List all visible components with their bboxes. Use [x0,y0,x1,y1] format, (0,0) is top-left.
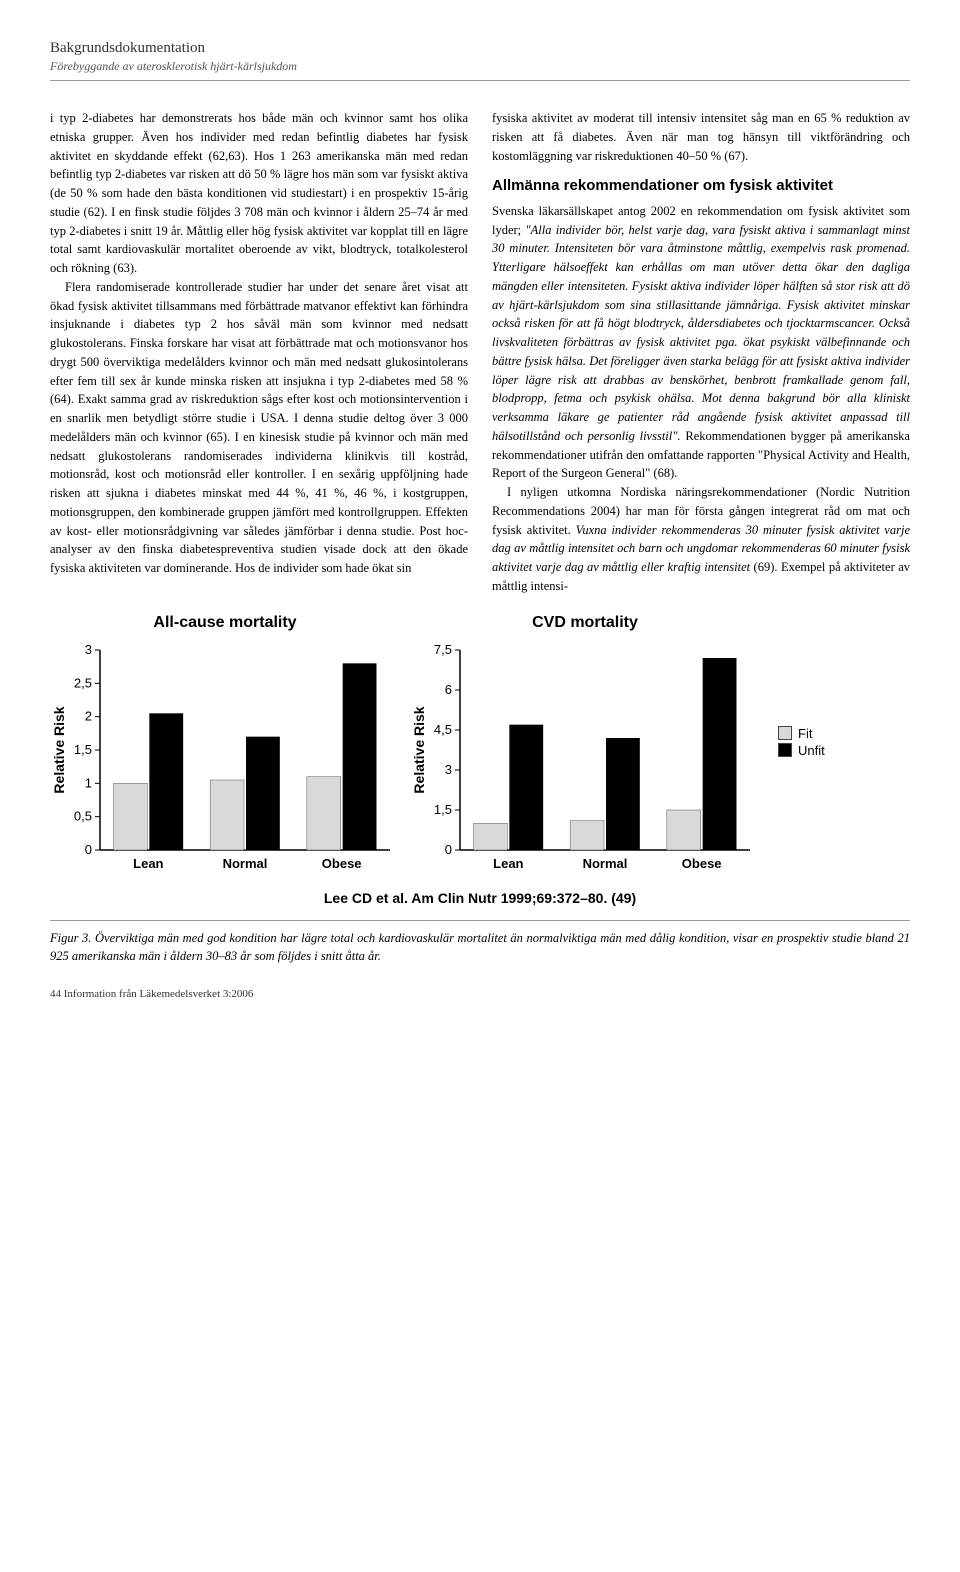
svg-text:Lean: Lean [133,856,163,871]
all-cause-mortality-chart: 0 0,5 1 1,5 2 2,5 3 Relative Risk Lean Normal Obes… [50,640,400,880]
chart-title-left: All-cause mortality [153,614,296,632]
page-footer: 44 Information från Läkemedelsverket 3:2… [50,988,910,1000]
svg-text:Normal: Normal [223,856,268,871]
svg-text:3: 3 [445,762,452,777]
all-cause-chart-block: All-cause mortality 0 0,5 1 1,5 2 2,5 3 Relativ… [50,614,400,880]
right-column: fysiska aktivitet av moderat till intens… [492,109,910,596]
chart-legend: Fit Unfit [778,724,825,760]
svg-text:2,5: 2,5 [74,675,92,690]
svg-text:0,5: 0,5 [74,808,92,823]
charts-container: All-cause mortality 0 0,5 1 1,5 2 2,5 3 Relativ… [50,614,910,880]
svg-text:Lean: Lean [493,856,523,871]
svg-text:0: 0 [445,842,452,857]
svg-text:1: 1 [85,775,92,790]
svg-text:Normal: Normal [583,856,628,871]
body-paragraph: Flera randomiserade kontrollerade studie… [50,278,468,578]
svg-text:6: 6 [445,682,452,697]
doc-subtitle: Förebyggande av aterosklerotisk hjärt-kä… [50,59,910,81]
svg-text:7,5: 7,5 [434,642,452,657]
cvd-chart-block: CVD mortality 0 1,5 3 4,5 6 7,5 Relative Risk L… [410,614,760,880]
legend-label-unfit: Unfit [798,743,825,758]
legend-swatch-fit [778,726,792,740]
figure-caption: Figur 3. Överviktiga män med god konditi… [50,920,910,967]
svg-text:4,5: 4,5 [434,722,452,737]
chart-citation: Lee CD et al. Am Clin Nutr 1999;69:372–8… [50,890,910,906]
body-paragraph: Svenska läkarsällskapet antog 2002 en re… [492,202,910,483]
text-columns: i typ 2-diabetes har demonstrerats hos b… [50,109,910,596]
doc-title: Bakgrundsdokumentation [50,40,910,57]
chart-title-right: CVD mortality [532,614,638,632]
svg-text:Relative Risk: Relative Risk [51,706,67,793]
svg-text:Obese: Obese [322,856,362,871]
body-paragraph: I nyligen utkomna Nordiska näringsrekomm… [492,483,910,596]
svg-text:Relative Risk: Relative Risk [411,706,427,793]
section-heading: Allmänna rekommendationer om fysisk akti… [492,175,910,198]
svg-text:1,5: 1,5 [74,742,92,757]
svg-text:2: 2 [85,708,92,723]
left-column: i typ 2-diabetes har demonstrerats hos b… [50,109,468,596]
legend-label-fit: Fit [798,726,812,741]
legend-swatch-unfit [778,743,792,757]
page-header: Bakgrundsdokumentation Förebyggande av a… [50,40,910,81]
body-paragraph: fysiska aktivitet av moderat till intens… [492,109,910,165]
svg-text:3: 3 [85,642,92,657]
legend-fit: Fit [778,726,825,741]
legend-unfit: Unfit [778,743,825,758]
svg-text:1,5: 1,5 [434,802,452,817]
body-paragraph: i typ 2-diabetes har demonstrerats hos b… [50,109,468,278]
svg-text:0: 0 [85,842,92,857]
quote-italic: "Alla individer bör, helst varje dag, va… [492,223,910,443]
cvd-mortality-chart: 0 1,5 3 4,5 6 7,5 Relative Risk Lean Normal Obese [410,640,760,880]
svg-text:Obese: Obese [682,856,722,871]
